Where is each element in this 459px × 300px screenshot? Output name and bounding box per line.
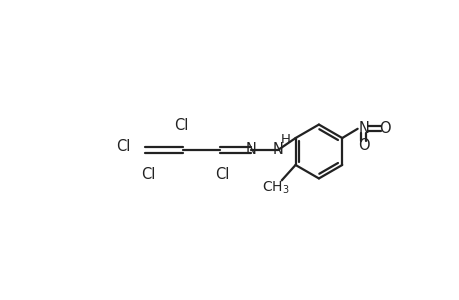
Text: N: N xyxy=(245,142,256,158)
Text: Cl: Cl xyxy=(116,139,130,154)
Text: CH$_3$: CH$_3$ xyxy=(261,180,289,196)
Text: N: N xyxy=(272,142,283,158)
Text: N: N xyxy=(358,121,369,136)
Text: O: O xyxy=(357,138,369,153)
Text: Cl: Cl xyxy=(214,167,229,182)
Text: H: H xyxy=(280,133,290,146)
Text: Cl: Cl xyxy=(141,167,156,182)
Text: Cl: Cl xyxy=(174,118,188,133)
Text: O: O xyxy=(379,121,390,136)
